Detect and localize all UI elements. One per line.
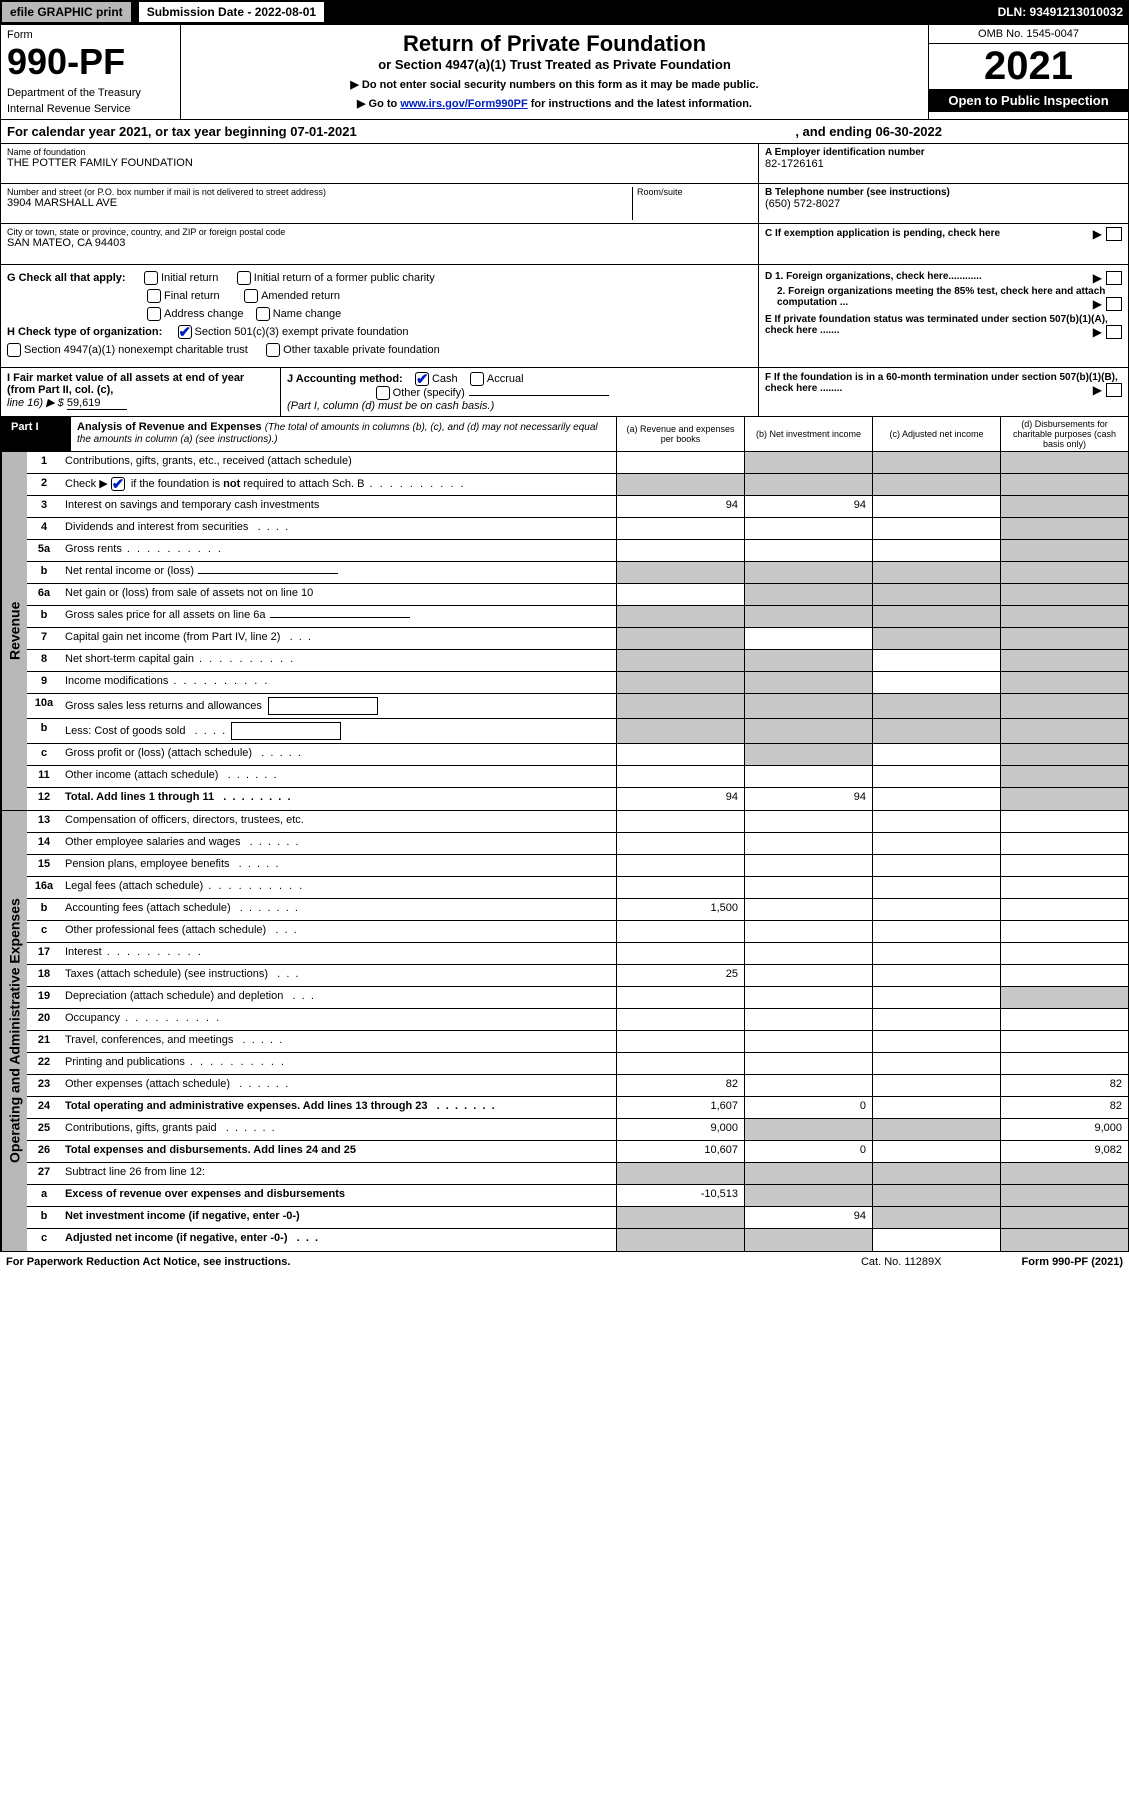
form-title: Return of Private Foundation <box>193 31 916 57</box>
i-block: I Fair market value of all assets at end… <box>1 368 281 416</box>
chk-initial-return[interactable] <box>144 271 158 285</box>
open-inspection: Open to Public Inspection <box>929 89 1128 112</box>
column-headers: (a) Revenue and expenses per books (b) N… <box>616 417 1128 451</box>
chk-accrual[interactable] <box>470 372 484 386</box>
efile-label: efile GRAPHIC print <box>0 0 133 24</box>
dept-treasury: Department of the Treasury <box>7 87 174 99</box>
col-d-hdr: (d) Disbursements for charitable purpose… <box>1000 417 1128 451</box>
revenue-side-label: Revenue <box>1 452 27 810</box>
calendar-year-row: For calendar year 2021, or tax year begi… <box>0 120 1129 144</box>
f-checkbox[interactable] <box>1106 383 1122 397</box>
col-b-hdr: (b) Net investment income <box>744 417 872 451</box>
efile-topbar: efile GRAPHIC print Submission Date - 20… <box>0 0 1129 24</box>
address-row: Number and street (or P.O. box number if… <box>1 184 758 224</box>
expenses-table: Operating and Administrative Expenses 13… <box>0 811 1129 1252</box>
g-row: G Check all that apply: Initial return I… <box>7 271 752 285</box>
page-footer: For Paperwork Reduction Act Notice, see … <box>0 1252 1129 1272</box>
chk-name-change[interactable] <box>256 307 270 321</box>
header-right: OMB No. 1545-0047 2021 Open to Public In… <box>928 25 1128 119</box>
fmv-value: 59,619 <box>67 397 127 410</box>
chk-address-change[interactable] <box>147 307 161 321</box>
e-row: E If private foundation status was termi… <box>765 314 1122 336</box>
d2-row: 2. Foreign organizations meeting the 85%… <box>765 286 1122 308</box>
instr-goto: ▶ Go to www.irs.gov/Form990PF for instru… <box>193 97 916 110</box>
submission-date: Submission Date - 2022-08-01 <box>137 0 326 24</box>
h-row: H Check type of organization: Section 50… <box>7 325 752 339</box>
header-left: Form 990-PF Department of the Treasury I… <box>1 25 181 119</box>
id-block: Name of foundation THE POTTER FAMILY FOU… <box>0 144 1129 265</box>
d1-row: D 1. Foreign organizations, check here..… <box>765 271 1122 282</box>
exemption-row: C If exemption application is pending, c… <box>759 224 1128 264</box>
chk-other-taxable[interactable] <box>266 343 280 357</box>
phone-row: B Telephone number (see instructions) (6… <box>759 184 1128 224</box>
chk-cash[interactable] <box>415 372 429 386</box>
foundation-name: THE POTTER FAMILY FOUNDATION <box>7 157 752 169</box>
ein-row: A Employer identification number 82-1726… <box>759 144 1128 184</box>
revenue-table: Revenue 1Contributions, gifts, grants, e… <box>0 452 1129 811</box>
part1-header: Part I Analysis of Revenue and Expenses … <box>0 417 1129 452</box>
exemption-checkbox[interactable] <box>1106 227 1122 241</box>
part1-desc: Analysis of Revenue and Expenses (The to… <box>71 417 616 451</box>
irs-link[interactable]: www.irs.gov/Form990PF <box>400 98 527 110</box>
chk-amended-return[interactable] <box>244 289 258 303</box>
form-subtitle: or Section 4947(a)(1) Trust Treated as P… <box>193 57 916 72</box>
col-c-hdr: (c) Adjusted net income <box>872 417 1000 451</box>
phone-value: (650) 572-8027 <box>765 198 1122 210</box>
cat-no: Cat. No. 11289X <box>861 1256 942 1268</box>
form-ref: Form 990-PF (2021) <box>1022 1256 1124 1268</box>
foundation-name-row: Name of foundation THE POTTER FAMILY FOU… <box>1 144 758 184</box>
chk-initial-former[interactable] <box>237 271 251 285</box>
dln: DLN: 93491213010032 <box>998 5 1129 19</box>
chk-final-return[interactable] <box>147 289 161 303</box>
e-checkbox[interactable] <box>1106 325 1122 339</box>
room-label: Room/suite <box>637 187 752 197</box>
f-block: F If the foundation is in a 60-month ter… <box>758 368 1128 416</box>
part1-tag: Part I <box>1 417 71 451</box>
tax-year: 2021 <box>929 44 1128 89</box>
ij-section: I Fair market value of all assets at end… <box>0 368 1129 417</box>
chk-sch-b[interactable] <box>111 477 125 491</box>
j-block: J Accounting method: Cash Accrual Other … <box>281 368 758 416</box>
d1-checkbox[interactable] <box>1106 271 1122 285</box>
instr-ssn: ▶ Do not enter social security numbers o… <box>193 78 916 91</box>
form-number: 990-PF <box>7 41 174 83</box>
cal-end: , and ending 06-30-2022 <box>795 124 942 139</box>
arrow-icon: ▶ <box>1093 227 1102 241</box>
form-header: Form 990-PF Department of the Treasury I… <box>0 24 1129 120</box>
cal-begin: For calendar year 2021, or tax year begi… <box>7 124 357 139</box>
ein-value: 82-1726161 <box>765 158 1122 170</box>
header-mid: Return of Private Foundation or Section … <box>181 25 928 119</box>
chk-501c3[interactable] <box>178 325 192 339</box>
paperwork-notice: For Paperwork Reduction Act Notice, see … <box>6 1256 290 1268</box>
col-a-hdr: (a) Revenue and expenses per books <box>616 417 744 451</box>
city-row: City or town, state or province, country… <box>1 224 758 264</box>
chk-other-method[interactable] <box>376 386 390 400</box>
form-label: Form <box>7 29 174 41</box>
city-state-zip: SAN MATEO, CA 94403 <box>7 237 752 249</box>
street-address: 3904 MARSHALL AVE <box>7 197 632 209</box>
d2-checkbox[interactable] <box>1106 297 1122 311</box>
omb-number: OMB No. 1545-0047 <box>929 25 1128 44</box>
irs-label: Internal Revenue Service <box>7 103 174 115</box>
chk-4947[interactable] <box>7 343 21 357</box>
check-section: G Check all that apply: Initial return I… <box>0 265 1129 368</box>
expenses-side-label: Operating and Administrative Expenses <box>1 811 27 1251</box>
